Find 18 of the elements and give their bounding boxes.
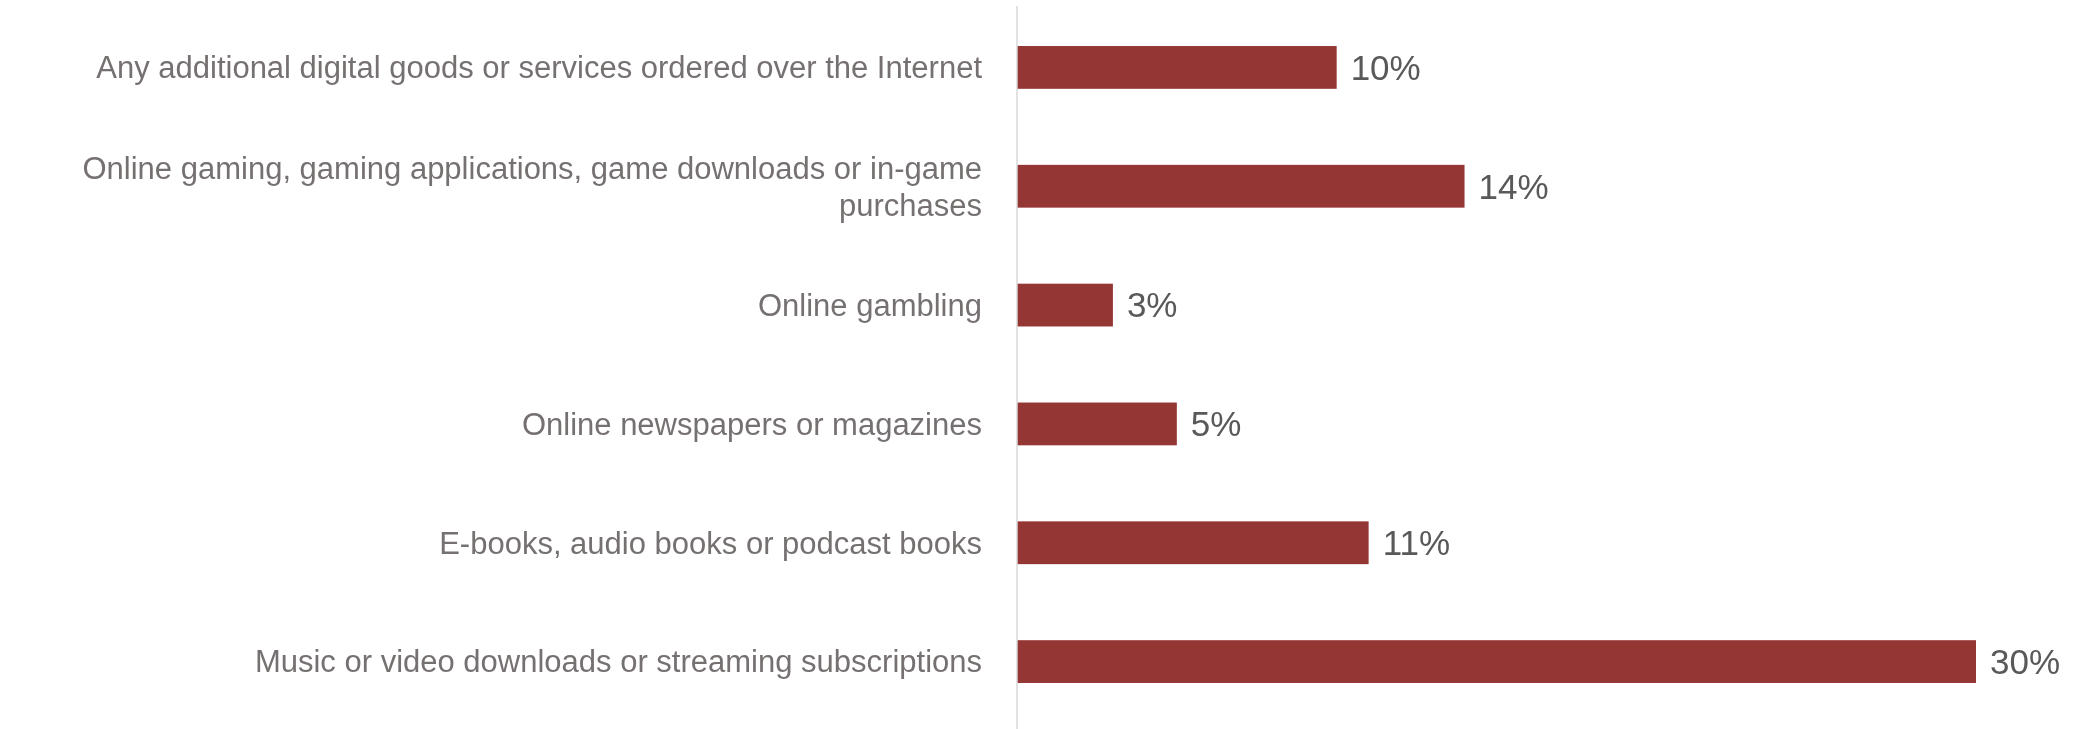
data-label: 10% bbox=[1350, 47, 1421, 87]
data-label: 5% bbox=[1190, 404, 1242, 444]
bar bbox=[1017, 283, 1113, 327]
data-label: 30% bbox=[1990, 641, 2061, 681]
bar bbox=[1017, 640, 1976, 683]
data-label: 11% bbox=[1382, 523, 1451, 562]
y-tick-label: Any additional digital goods or services ordered over the Internet bbox=[96, 50, 983, 86]
y-tick-label: Online gaming, gaming applications, game downloads or in-game purchases bbox=[82, 150, 982, 223]
data-label: 14% bbox=[1478, 166, 1549, 206]
bar bbox=[1017, 46, 1337, 89]
y-tick-label: E-books, audio books or podcast books bbox=[439, 525, 982, 561]
y-tick-label: Music or video downloads or streaming subscriptions bbox=[254, 644, 982, 680]
bar bbox=[1017, 402, 1177, 446]
data-label: 3% bbox=[1126, 285, 1178, 325]
y-tick-label: Online gambling bbox=[757, 287, 982, 323]
y-tick-label: Online newspapers or magazines bbox=[521, 406, 982, 442]
bar bbox=[1017, 521, 1369, 565]
bar bbox=[1017, 164, 1465, 208]
